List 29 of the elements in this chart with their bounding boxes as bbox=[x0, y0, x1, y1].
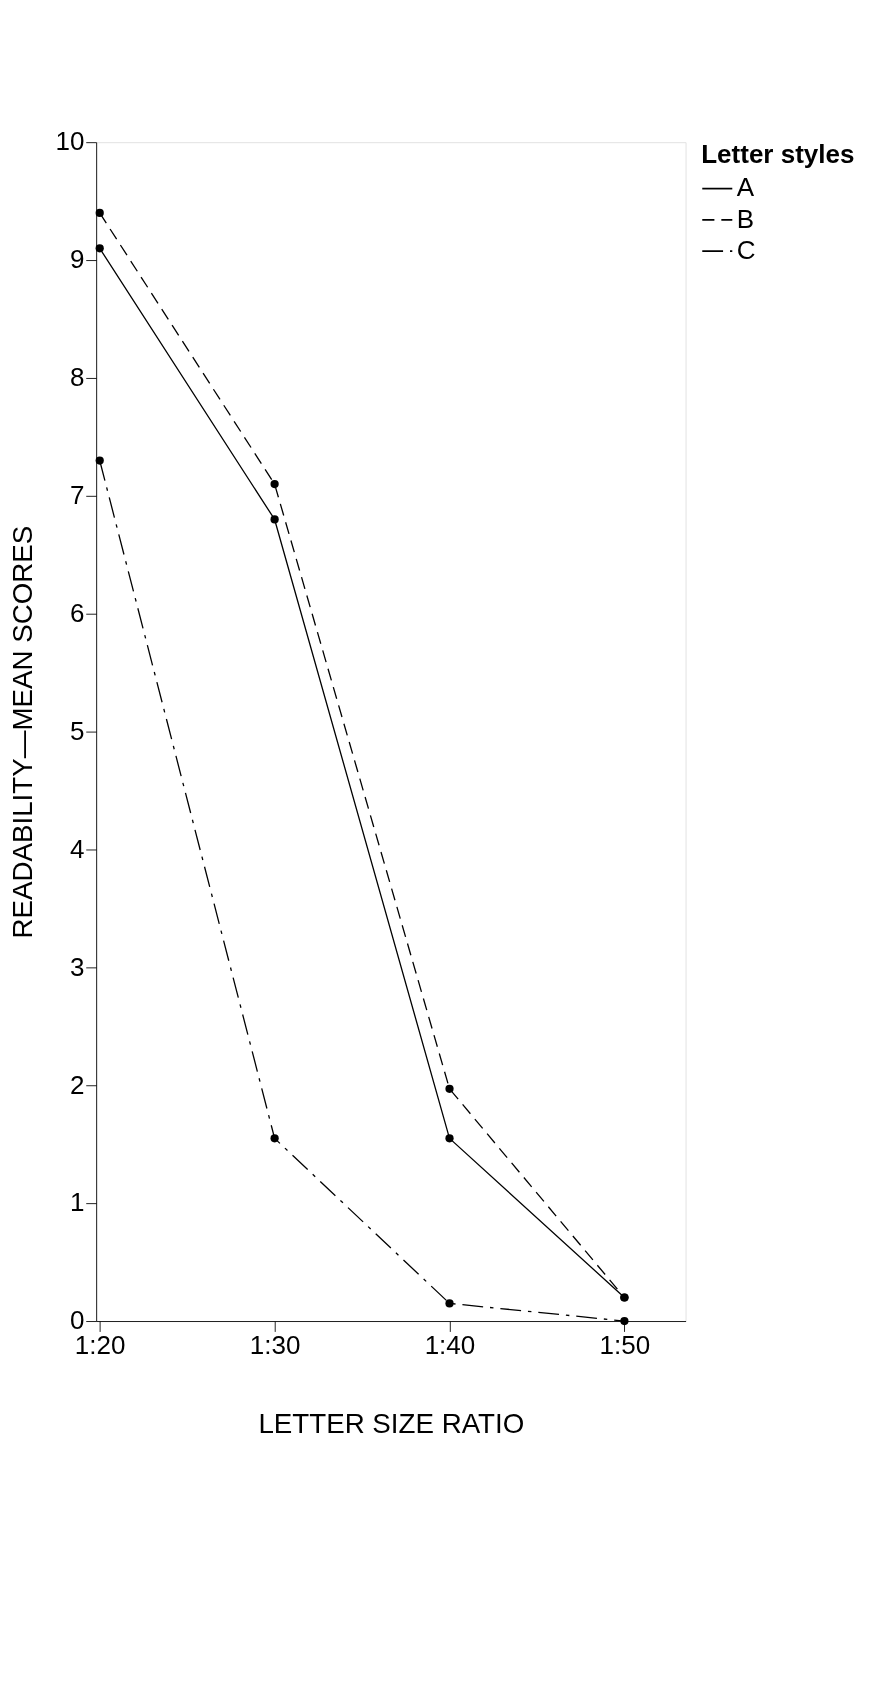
point bbox=[445, 1134, 454, 1143]
point bbox=[270, 480, 279, 489]
point bbox=[620, 1316, 629, 1326]
x-axis-title: LETTER SIZE RATIO bbox=[258, 1408, 525, 1440]
legend-title: Letter styles bbox=[701, 139, 855, 170]
point bbox=[95, 244, 104, 253]
y-tick-label: 6 bbox=[70, 598, 85, 629]
y-tick-label: 4 bbox=[70, 833, 85, 864]
y-tick-label: 9 bbox=[70, 244, 85, 275]
x-tick-label: 1:30 bbox=[249, 1330, 301, 1361]
point bbox=[270, 515, 279, 524]
point bbox=[445, 1084, 454, 1093]
y-tick-label: 8 bbox=[70, 362, 85, 393]
x-tick-label: 1:40 bbox=[424, 1330, 476, 1361]
point bbox=[445, 1299, 454, 1308]
y-tick-label: 2 bbox=[70, 1069, 85, 1100]
y-tick-label: 1 bbox=[70, 1187, 85, 1218]
legend-label: A bbox=[736, 172, 755, 203]
x-tick-label: 1:50 bbox=[599, 1330, 651, 1361]
legend-label: B bbox=[736, 203, 755, 234]
legend-label: C bbox=[736, 234, 756, 265]
y-tick-label: 10 bbox=[55, 126, 85, 157]
y-axis-title: READABILITY—MEAN SCORES bbox=[7, 525, 39, 939]
point bbox=[95, 208, 104, 218]
point bbox=[95, 456, 104, 465]
y-tick-label: 7 bbox=[70, 480, 85, 511]
y-tick-label: 5 bbox=[70, 715, 85, 746]
y-tick-label: 3 bbox=[70, 951, 85, 982]
point bbox=[270, 1134, 279, 1143]
